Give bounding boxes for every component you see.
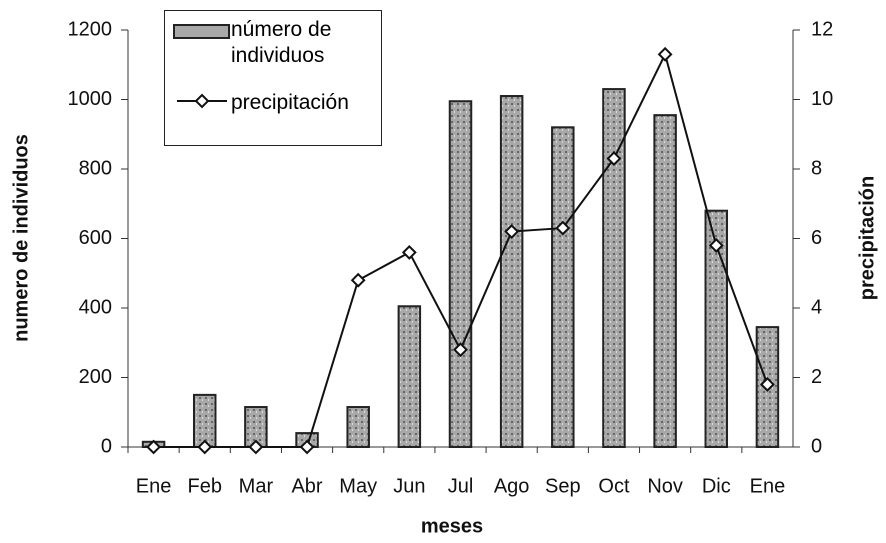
y2-axis-label: precipitación: [856, 176, 878, 300]
y-tick-label: 400: [79, 296, 112, 318]
y-tick-label: 800: [79, 157, 112, 179]
legend: número de individuos precipitación: [164, 10, 382, 146]
bar: [499, 95, 524, 449]
x-tick-label: Oct: [598, 475, 630, 497]
bar: [192, 393, 217, 448]
legend-bar-swatch: [173, 24, 230, 39]
x-tick-label: Jul: [448, 475, 474, 497]
y-tick-label: 0: [101, 435, 112, 457]
legend-swatch: [177, 93, 227, 109]
line-marker: [657, 46, 673, 62]
legend-item: precipitación: [173, 91, 349, 115]
x-tick-label: Dic: [702, 475, 731, 497]
line-marker: [299, 439, 315, 455]
line-marker: [606, 151, 622, 166]
line-marker: [555, 220, 571, 236]
y2-tick-label: 4: [811, 296, 822, 318]
bar: [602, 88, 626, 448]
line-marker: [146, 439, 161, 455]
x-tick-label: Abr: [291, 475, 322, 497]
y-tick-label: 600: [79, 227, 112, 249]
line-marker: [197, 439, 213, 455]
legend-swatch: [173, 24, 230, 39]
x-tick-label: Jun: [393, 475, 425, 497]
x-axis-label: meses: [421, 515, 483, 537]
bar: [397, 305, 422, 449]
line-marker: [350, 272, 366, 288]
line-marker: [453, 342, 468, 358]
line-marker: [401, 244, 417, 260]
legend-item: número de individuos: [173, 18, 366, 69]
y2-tick-label: 6: [811, 227, 822, 249]
bar: [704, 209, 729, 448]
line-marker: [504, 224, 520, 239]
x-tick-label: Nov: [647, 475, 683, 497]
y2-tick-label: 10: [811, 88, 833, 110]
x-tick-label: Feb: [187, 475, 221, 497]
line-marker: [248, 439, 264, 455]
y2-tick-label: 2: [811, 366, 822, 388]
legend-text: precipitación: [231, 91, 349, 114]
bar: [551, 126, 575, 449]
x-tick-label: Sep: [545, 475, 581, 497]
y-tick-label: 1000: [68, 88, 113, 110]
line-marker: [708, 238, 724, 253]
x-tick-label: Ene: [136, 475, 172, 497]
bar: [448, 100, 473, 449]
line-marker: [760, 377, 775, 392]
x-tick-label: Ago: [494, 475, 530, 497]
y2-tick-label: 0: [811, 435, 822, 457]
x-tick-label: May: [339, 475, 377, 497]
y-axis-label: numero de individuos: [10, 134, 32, 342]
bar: [653, 114, 677, 448]
x-tick-label: Mar: [239, 475, 274, 497]
y2-tick-label: 12: [811, 18, 833, 40]
legend-marker: [194, 93, 210, 109]
legend-text: número de individuos: [231, 18, 332, 67]
x-tick-label: Ene: [750, 475, 786, 497]
bar: [346, 406, 370, 449]
y-tick-label: 200: [79, 366, 112, 388]
y2-tick-label: 8: [811, 157, 822, 179]
y-tick-label: 1200: [68, 18, 113, 40]
